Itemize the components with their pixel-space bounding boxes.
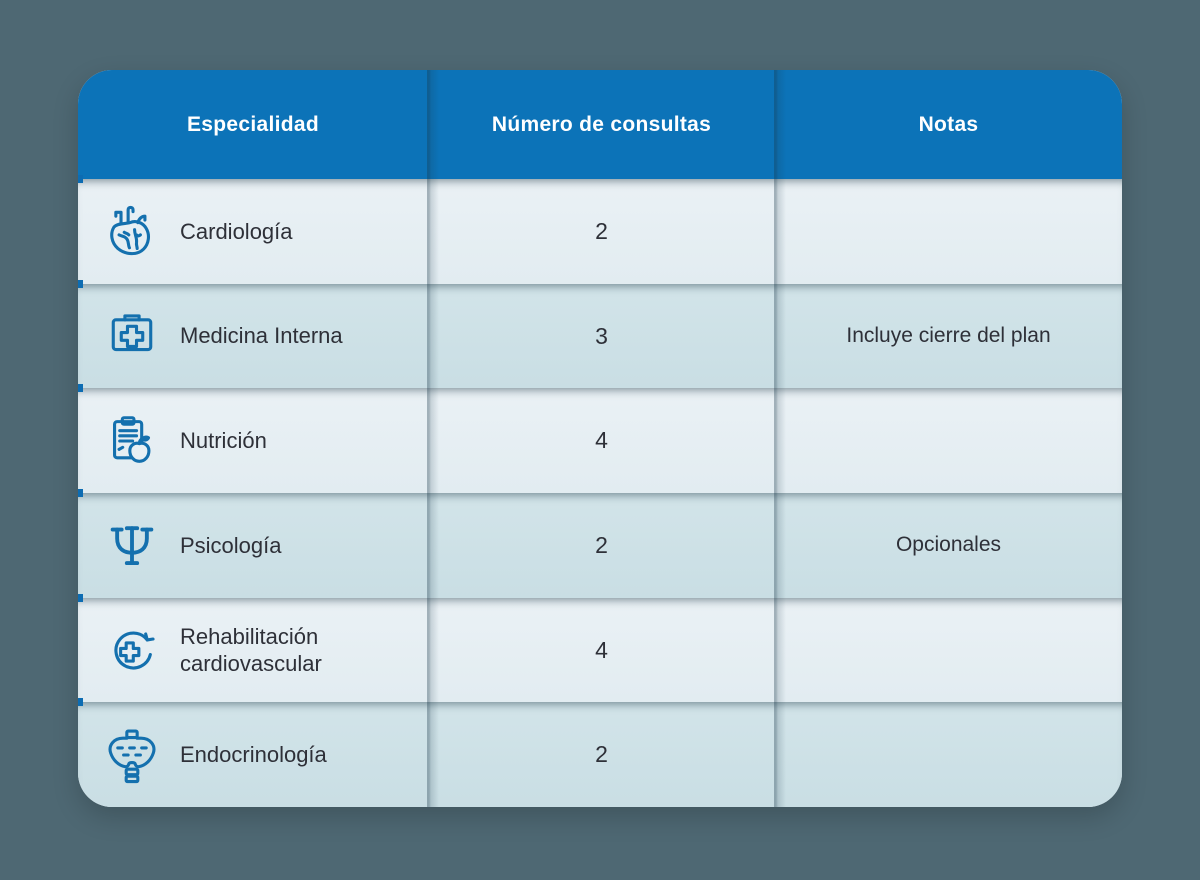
especialidad-label: Nutrición xyxy=(180,427,267,453)
row-edge-tick xyxy=(78,593,83,602)
notas-value: Incluye cierre del plan xyxy=(846,324,1051,347)
notas-value: Opcionales xyxy=(895,533,1002,557)
especialidad-cell: Psicología xyxy=(78,513,428,577)
especialidad-cell: Nutrición xyxy=(78,409,428,473)
column-header-notas: Notas xyxy=(918,112,979,136)
psi-psychology-icon xyxy=(100,513,164,577)
especialidad-label: Rehabilitación cardiovascular xyxy=(180,623,322,677)
row-edge-tick xyxy=(78,279,83,288)
column-header-consultas: Número de consultas xyxy=(491,112,712,136)
thyroid-icon xyxy=(100,723,164,787)
table-row: Rehabilitación cardiovascular 4 xyxy=(78,593,1122,703)
row-edge-tick xyxy=(78,489,83,498)
consultas-value: 2 xyxy=(595,741,608,768)
anatomical-heart-icon xyxy=(100,199,164,263)
cardiac-rehab-cycle-icon xyxy=(100,618,164,682)
table-row: Psicología 2 Opcionales xyxy=(78,489,1122,598)
especialidad-cell: Cardiología xyxy=(78,199,428,263)
especialidad-label: Medicina Interna xyxy=(180,323,343,349)
especialidad-label: Cardiología xyxy=(180,218,293,244)
consultas-value: 3 xyxy=(595,322,608,349)
nutrition-clipboard-apple-icon xyxy=(100,409,164,473)
consultas-value: 2 xyxy=(595,217,608,244)
consultas-value: 2 xyxy=(595,531,608,558)
especialidad-cell: Rehabilitación cardiovascular xyxy=(78,618,428,682)
row-edge-tick xyxy=(78,384,83,393)
table-row: Medicina Interna 3 Incluye cierre del pl… xyxy=(78,279,1122,389)
table-row: Nutrición 4 xyxy=(78,384,1122,494)
table-header-row: Especialidad Número de consultas Notas xyxy=(78,70,1122,179)
row-edge-tick xyxy=(78,175,83,183)
especialidad-label: Endocrinología xyxy=(180,741,327,767)
specialties-table-card: Especialidad Número de consultas Notas xyxy=(78,70,1122,807)
table-row: Cardiología 2 xyxy=(78,175,1122,284)
column-header-especialidad: Especialidad xyxy=(187,112,319,136)
especialidad-cell: Endocrinología xyxy=(78,723,428,787)
first-aid-kit-icon xyxy=(100,304,164,368)
consultas-value: 4 xyxy=(595,427,608,454)
row-edge-tick xyxy=(78,698,83,707)
especialidad-cell: Medicina Interna xyxy=(78,304,428,368)
table-row: Endocrinología 2 xyxy=(78,698,1122,807)
consultas-value: 4 xyxy=(595,636,608,663)
especialidad-label: Psicología xyxy=(180,532,282,558)
